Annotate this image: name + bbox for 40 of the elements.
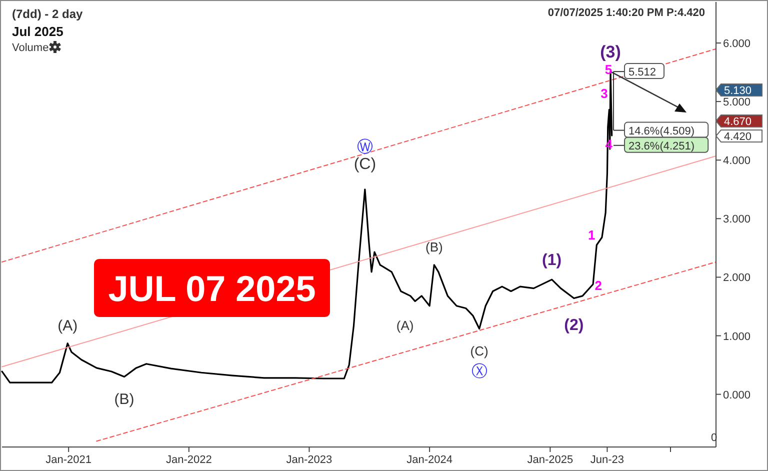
annotation: (C) [470,343,488,358]
text: 4.670 [724,116,752,128]
annotation: (A) [58,318,78,335]
annotation: (2) [564,316,584,334]
x-tick-label: Jun-23 [590,454,624,466]
text: (7dd) - 2 day [12,7,83,21]
annotation: 5.512 [628,66,656,79]
annotation: 07/07/2025 1:40:20 PM P:4.420 [548,7,705,19]
x-tick-label: Jan-2025 [527,454,574,466]
annotation: 3 [600,86,608,101]
annotation: (B) [425,239,443,254]
y-tick-label: 4.000 [723,155,751,168]
annotation: (3) [600,42,621,62]
text: 4.420 [724,131,752,143]
x-tick-label: Jan-2023 [286,454,332,466]
y-tick-label: 3.000 [723,214,751,226]
annotation: Ⓧ [471,362,488,380]
annotation: 1 [588,228,596,243]
x-tick-label: Jan-2022 [166,454,212,466]
x-tick-label: Jan-2024 [406,454,452,466]
annotation: (C) [354,156,376,173]
annotation: Volume [12,42,49,54]
text: Jul 2025 [12,24,64,39]
annotation: JUL 07 2025 [108,268,316,309]
y-tick-label: 1.000 [723,330,751,343]
annotation: Ⓦ [356,138,373,156]
annotation: 2 [594,278,602,293]
x-tick-label: Jan-2021 [46,454,92,466]
y-tick-label: 2.000 [723,272,751,284]
annotation: (1) [542,252,562,270]
annotation: 5 [604,62,612,78]
y-tick-label: 6.000 [723,38,751,50]
annotation: 4 [605,136,614,152]
annotation: (A) [396,318,414,333]
y-tick-label: 5.000 [723,96,751,109]
annotation: (B) [114,390,134,408]
text: 5.130 [724,85,752,97]
y-tick-label: 0.000 [723,389,751,402]
annotation: 14.6%(4.509) [628,125,695,138]
annotation: 23.6%(4.251) [628,140,695,152]
